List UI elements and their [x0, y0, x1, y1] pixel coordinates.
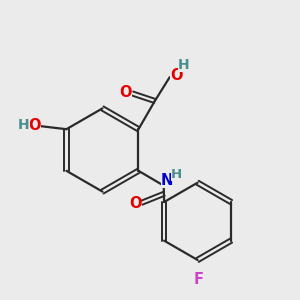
Text: O: O [28, 118, 41, 133]
Text: O: O [120, 85, 132, 100]
Text: H: H [171, 168, 182, 181]
Text: N: N [160, 173, 173, 188]
Text: H: H [18, 118, 30, 132]
Text: H: H [178, 58, 190, 72]
Text: O: O [170, 68, 182, 83]
Text: F: F [193, 272, 203, 287]
Text: O: O [129, 196, 141, 211]
